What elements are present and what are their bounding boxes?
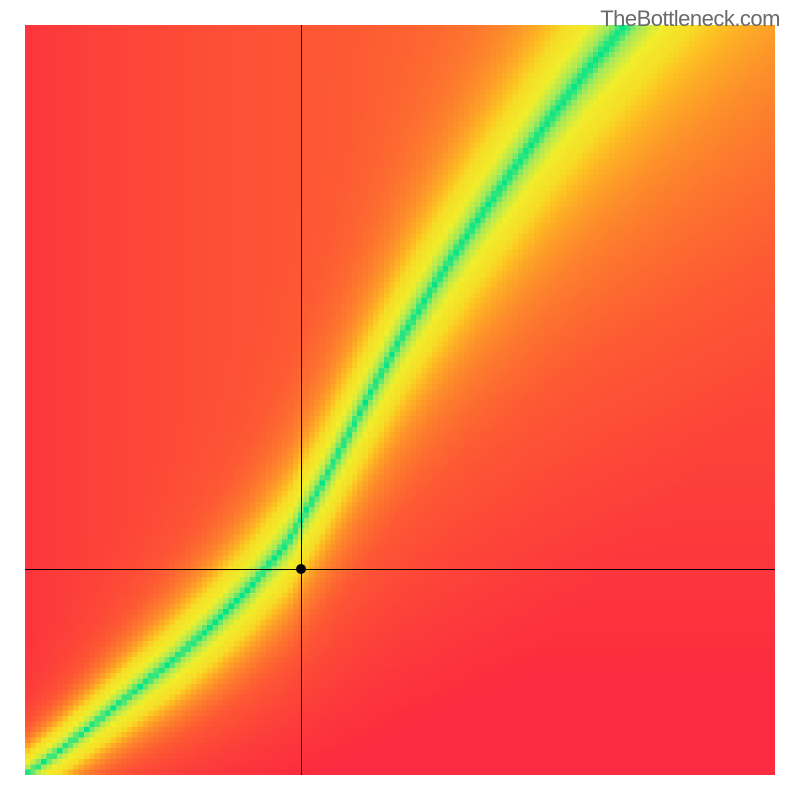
crosshair-horizontal (25, 569, 775, 570)
crosshair-vertical (301, 25, 302, 775)
crosshair-marker (296, 564, 306, 574)
watermark-text: TheBottleneck.com (600, 6, 780, 32)
heatmap-canvas (25, 25, 775, 775)
heatmap-plot (25, 25, 775, 775)
